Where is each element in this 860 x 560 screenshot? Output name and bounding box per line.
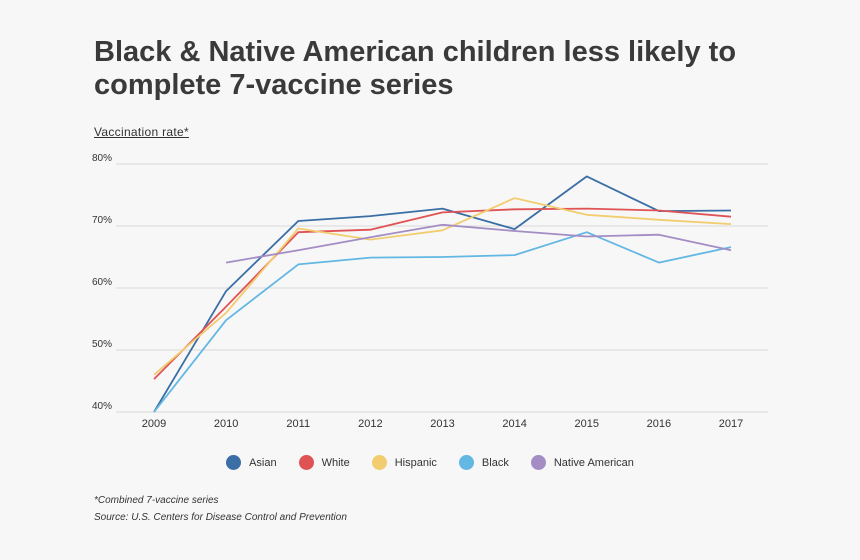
legend: Asian White Hispanic Black Native American	[0, 455, 860, 470]
legend-item-black: Black	[458, 455, 509, 470]
y-tick-labels: 40% 50% 60% 70% 80%	[92, 153, 112, 412]
y-tick-label: 60%	[92, 277, 112, 288]
series-line-black	[153, 231, 732, 413]
legend-item-asian: Asian	[226, 455, 277, 470]
gridlines	[116, 163, 768, 413]
y-tick-label: 40%	[92, 401, 112, 412]
legend-swatch	[458, 455, 474, 470]
x-tick-label: 2012	[358, 418, 382, 430]
legend-label: Hispanic	[394, 456, 437, 469]
x-tick-label: 2016	[647, 418, 671, 430]
series-line-white	[153, 207, 732, 380]
x-tick-label: 2017	[719, 418, 743, 430]
footnote-definition: *Combined 7-vaccine series	[94, 495, 219, 506]
legend-swatch	[226, 455, 242, 470]
x-tick-label: 2014	[502, 418, 526, 430]
footnotes: *Combined 7-vaccine series Source: U.S. …	[94, 493, 347, 526]
y-axis-label: Vaccination rate*	[94, 125, 189, 139]
legend-label: White	[321, 456, 350, 469]
x-tick-label: 2013	[430, 418, 454, 430]
legend-swatch	[371, 455, 387, 470]
chart-title: Black & Native American children less li…	[94, 36, 737, 101]
legend-label: Black	[481, 456, 509, 469]
series-lines	[153, 175, 732, 413]
y-tick-label: 50%	[92, 339, 112, 350]
y-tick-label: 80%	[92, 153, 112, 164]
x-tick-label: 2015	[575, 418, 599, 430]
legend-label: Native American	[553, 456, 634, 469]
legend-item-white: White	[298, 455, 350, 470]
legend-swatch	[530, 455, 546, 470]
x-tick-label: 2011	[286, 418, 310, 430]
line-chart: 40% 50% 60% 70% 80% 2009 2010 2011 2012 2013 2014…	[92, 153, 768, 430]
x-tick-labels: 2009 2010 2011 2012 2013 2014 2015 2016 2017	[142, 418, 743, 430]
footnote-source: Source: U.S. Centers for Disease Control…	[94, 511, 347, 523]
series-line-asian	[153, 175, 732, 413]
legend-swatch	[298, 455, 314, 470]
series-line-hispanic	[153, 197, 732, 376]
series-line-native-american	[225, 223, 732, 264]
y-tick-label: 70%	[92, 215, 112, 226]
x-tick-label: 2009	[142, 418, 166, 430]
x-tick-label: 2010	[214, 418, 238, 430]
legend-item-hispanic: Hispanic	[371, 455, 437, 470]
legend-item-native-american: Native American	[530, 455, 634, 470]
legend-label: Asian	[249, 456, 277, 469]
